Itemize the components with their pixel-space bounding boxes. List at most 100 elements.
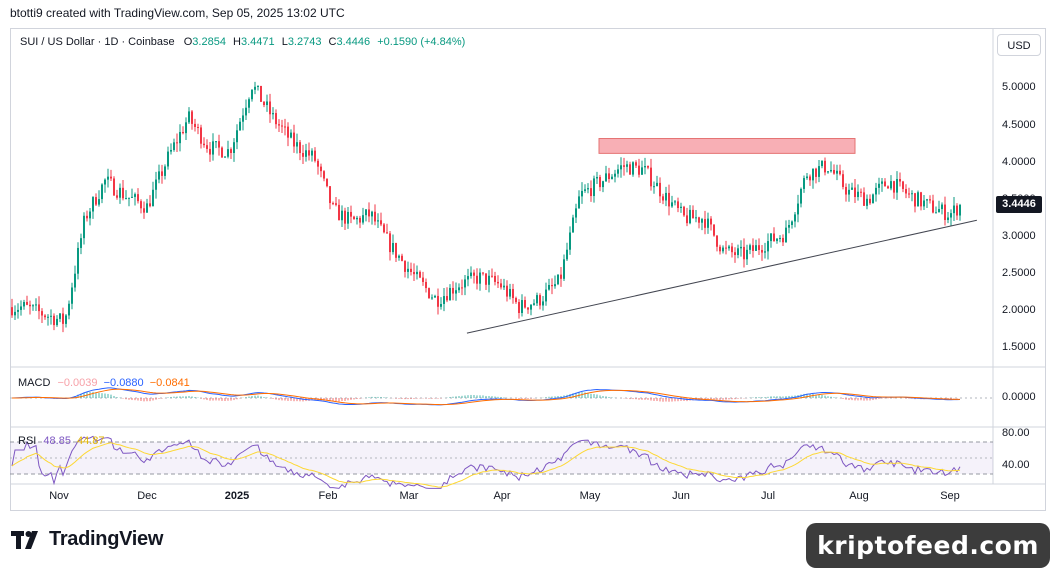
candle-body <box>299 142 301 153</box>
candle-body <box>494 275 496 282</box>
candle-body <box>953 205 955 214</box>
candle-body <box>395 242 397 258</box>
candle-body <box>515 298 517 303</box>
time-tick-label: Dec <box>137 490 157 502</box>
candle-body <box>263 101 265 106</box>
candle-body <box>476 275 478 284</box>
candle-body <box>782 237 784 243</box>
candle-body <box>941 204 943 210</box>
candle-body <box>875 187 877 195</box>
symbol-legend: SUI / US Dollar · 1D · Coinbase O3.2854 … <box>20 36 465 48</box>
change-value: +0.1590 (+4.84%) <box>377 36 466 48</box>
candle-body <box>116 195 118 198</box>
candle-body <box>134 194 136 197</box>
candle-body <box>485 273 487 285</box>
candle-body <box>536 295 538 304</box>
candle-body <box>914 193 916 207</box>
candle-body <box>578 196 580 209</box>
candle-body <box>620 165 622 170</box>
candle-body <box>479 272 481 284</box>
candle-body <box>644 166 646 168</box>
candle-body <box>197 126 199 128</box>
candle-body <box>863 192 865 206</box>
candle-body <box>62 313 64 324</box>
candle-body <box>689 209 691 224</box>
candle-body <box>83 215 85 239</box>
candle-body <box>317 160 319 167</box>
candle-body <box>80 238 82 248</box>
candle-body <box>665 192 667 201</box>
candle-body <box>239 121 241 131</box>
candle-body <box>281 125 283 127</box>
candle-body <box>587 188 589 190</box>
candle-body <box>944 204 946 220</box>
price-tick-label: 3.0000 <box>1002 230 1036 242</box>
overlay <box>466 138 977 334</box>
candle-body <box>668 192 670 207</box>
candle-body <box>701 219 703 223</box>
candle-body <box>698 217 700 223</box>
candle-body <box>257 85 259 87</box>
candle-body <box>71 287 73 304</box>
candle-body <box>176 142 178 144</box>
candle-body <box>581 190 583 197</box>
candle-body <box>209 148 211 155</box>
candle-body <box>164 166 166 176</box>
candle-body <box>704 219 706 228</box>
macd-signal-line <box>11 388 961 406</box>
rsi-pane <box>10 435 993 489</box>
grid <box>10 29 1046 485</box>
candle-body <box>659 182 661 197</box>
candle-body <box>221 147 223 158</box>
candle-body <box>284 126 286 128</box>
candle-body <box>89 211 91 219</box>
candle-body <box>59 313 61 319</box>
candle-body <box>152 189 154 207</box>
candle-body <box>338 204 340 221</box>
candle-body <box>272 113 274 115</box>
candle-body <box>383 224 385 233</box>
candle-body <box>437 295 439 307</box>
candle-body <box>656 182 658 187</box>
candle-body <box>695 217 697 219</box>
currency-button[interactable]: USD <box>997 34 1041 56</box>
candle-body <box>32 305 34 307</box>
candle-body <box>872 194 874 204</box>
candle-body <box>902 181 904 189</box>
candle-body <box>356 217 358 220</box>
candle-body <box>236 130 238 143</box>
tradingview-logo[interactable]: TradingView <box>11 528 163 551</box>
candle-body <box>830 169 832 172</box>
candle-body <box>254 86 256 90</box>
low-value: 3.2743 <box>287 36 322 48</box>
candle-body <box>767 241 769 252</box>
candle-body <box>848 189 850 195</box>
candle-body <box>563 259 565 279</box>
candle-body <box>683 206 685 216</box>
candle-body <box>353 216 355 220</box>
rsi-legend: RSI 48.85 44.87 <box>18 435 105 447</box>
candle-body <box>203 143 205 146</box>
candle-body <box>854 187 856 198</box>
candle-body <box>314 150 316 161</box>
macd-line-value: −0.0880 <box>103 377 144 389</box>
candle-body <box>959 204 961 216</box>
candle-body <box>212 141 214 155</box>
candle-body <box>110 176 112 179</box>
candle-body <box>242 115 244 122</box>
candle-body <box>725 247 727 249</box>
candle-body <box>935 212 937 214</box>
candle-body <box>608 173 610 180</box>
macd-hist-value: −0.0039 <box>57 377 98 389</box>
candle-body <box>119 187 121 198</box>
candle-body <box>893 181 895 193</box>
candle-body <box>161 171 163 176</box>
candle-body <box>866 198 868 206</box>
candle-body <box>425 281 427 289</box>
candle-body <box>365 209 367 216</box>
candle-body <box>551 284 553 287</box>
candle-body <box>248 99 250 108</box>
candle-body <box>809 176 811 181</box>
resistance-zone <box>598 138 856 154</box>
